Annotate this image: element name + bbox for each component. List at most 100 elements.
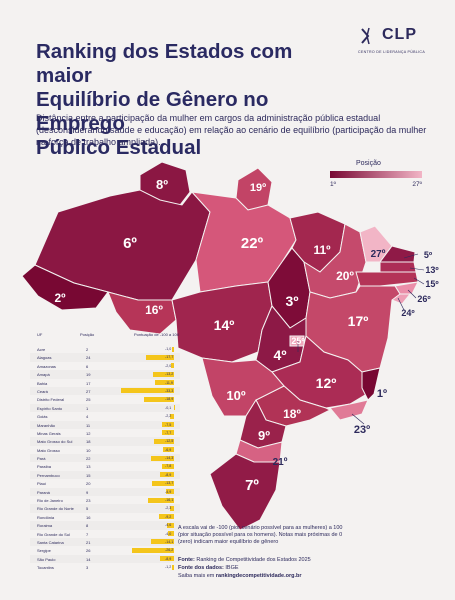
score-bar	[172, 346, 174, 352]
label-amapa: 19º	[250, 182, 266, 194]
row-position: 6	[86, 363, 89, 369]
score-value: -12,5	[165, 439, 174, 444]
source-label: Fonte:	[178, 557, 195, 563]
more-link[interactable]: rankingdecompetitividade.org.br	[215, 573, 302, 579]
table-header-position: Posição	[80, 332, 95, 337]
label-ceara: 27º	[371, 249, 386, 260]
row-uf: Tocantins	[37, 565, 54, 571]
score-bar	[170, 505, 174, 511]
label-amazonas: 6º	[123, 235, 137, 252]
row-uf: Piauí	[37, 481, 47, 487]
source-text: Ranking de Competitividade dos Estados 2…	[196, 557, 311, 563]
row-uf: Ceará	[37, 388, 48, 394]
state-acre[interactable]	[21, 264, 109, 311]
score-bar	[151, 455, 174, 461]
score-value: -9,2	[165, 514, 172, 519]
table-row: Rio de Janeiro 23 -16,1	[30, 496, 180, 504]
label-goias: 4º	[274, 347, 287, 363]
row-position: 4	[86, 414, 89, 420]
row-position: 17	[86, 380, 91, 386]
row-uf: Alagoas	[37, 355, 52, 361]
score-value: -4,6	[165, 523, 172, 528]
score-bar	[143, 396, 174, 402]
label-parana: 9º	[258, 428, 270, 443]
label-rio-grande-do-sul: 7º	[245, 477, 259, 494]
score-bar	[152, 371, 174, 377]
row-uf: Paraná	[37, 489, 50, 495]
state-rondonia[interactable]	[107, 291, 177, 335]
score-value: -2,3	[165, 506, 172, 511]
table-row: Minas Gerais 12 -7,7	[30, 429, 180, 437]
table-header-score: Pontuação de -100 a 100	[134, 332, 179, 337]
state-espirito-santo[interactable]	[361, 367, 381, 401]
row-position: 19	[86, 372, 91, 378]
table-row: Sergipe 26 -26,2	[30, 546, 180, 554]
table-row: Rio Grande do Norte 5 -2,3	[30, 504, 180, 512]
state-rio-grande-do-sul[interactable]	[209, 453, 281, 531]
label-rondonia: 16º	[145, 303, 163, 317]
score-bar	[166, 489, 174, 495]
row-position: 26	[86, 548, 91, 554]
row-uf: Mato Grosso do Sul	[37, 439, 73, 445]
row-position: 15	[86, 472, 91, 478]
row-position: 10	[86, 447, 91, 453]
score-bar	[154, 438, 174, 444]
score-bar	[166, 522, 174, 528]
row-position: 7	[86, 531, 89, 537]
label-santa-catarina: 21º	[273, 457, 288, 468]
label-mato-grosso-label-14: 14º	[214, 317, 235, 333]
row-uf: Pará	[37, 456, 46, 462]
more-label: Saiba mais em	[178, 573, 215, 579]
label-minas-gerais: 12º	[316, 375, 337, 391]
table-row: Piauí 20 -13,7	[30, 479, 180, 487]
score-value: -16,1	[165, 498, 174, 503]
table-row: Mato Grosso do Sul 18 -12,5	[30, 437, 180, 445]
state-paraiba[interactable]	[379, 261, 417, 273]
table-row: Alagoas 24 -17,7	[30, 353, 180, 361]
score-bar	[132, 547, 174, 553]
row-position: 12	[86, 430, 91, 436]
table-row: Amazonas 6 -2,0	[30, 362, 180, 370]
score-bar	[170, 413, 174, 419]
table-row: Espírito Santo 1 -0,1	[30, 404, 180, 412]
row-position: 20	[86, 481, 91, 487]
legend-title: Posição	[356, 160, 381, 167]
score-value: -2,0	[165, 363, 172, 368]
page-title: Ranking dos Estados com maior Equilíbrio…	[36, 40, 293, 159]
score-value: -1,0	[165, 347, 172, 351]
table-row: Paraíba 13 -7,8	[30, 462, 180, 470]
label-espirito-santo: 1º	[377, 388, 387, 400]
state-rio-de-janeiro[interactable]	[329, 399, 369, 421]
table-row: Maranhão 11 -7,5	[30, 421, 180, 429]
legend-max: 27º	[412, 181, 422, 188]
score-bar	[167, 531, 174, 537]
score-bar	[162, 422, 174, 428]
score-bar	[148, 497, 174, 503]
row-position: 11	[86, 422, 91, 428]
row-position: 8	[86, 523, 89, 529]
row-uf: Rio de Janeiro	[37, 498, 63, 504]
score-bar	[172, 564, 174, 570]
row-uf: Pernambuco	[37, 472, 60, 478]
state-mato-grosso-do-sul[interactable]	[201, 357, 285, 417]
table-row: Tocantins 3 -1,2	[30, 563, 180, 571]
score-value: -4,0	[165, 531, 172, 536]
score-bar	[151, 539, 174, 545]
legend-gradient	[330, 171, 422, 178]
score-value: -8,9	[165, 472, 172, 477]
row-position: 27	[86, 388, 91, 394]
label-piaui: 20º	[336, 269, 354, 283]
score-bar	[170, 363, 174, 369]
table-row: Pará 22 -14,3	[30, 454, 180, 462]
label-rio-grande-do-norte: 5º	[424, 250, 433, 260]
row-position: 16	[86, 514, 91, 520]
score-value: -33,3	[165, 388, 174, 393]
label-paraiba: 13º	[425, 265, 439, 275]
label-maranhao: 11º	[313, 243, 331, 257]
score-value: -7,8	[165, 464, 172, 469]
row-uf: Amazonas	[37, 363, 56, 369]
label-sao-paulo: 18º	[283, 407, 301, 421]
label-alagoas: 24º	[401, 308, 415, 318]
score-value: -4,9	[165, 489, 172, 494]
table-row: Paraná 9 -4,9	[30, 488, 180, 496]
